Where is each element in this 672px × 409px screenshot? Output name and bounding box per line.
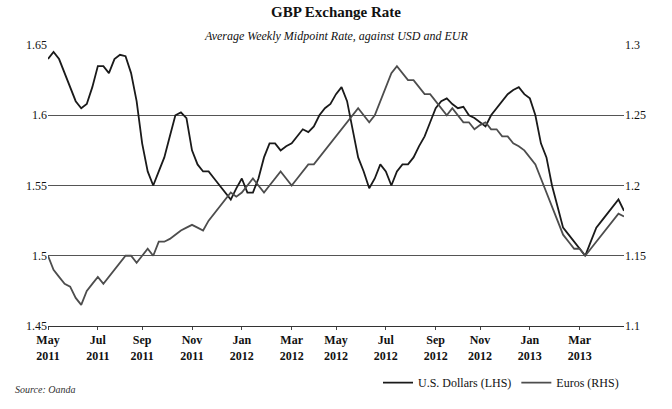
svg-text:Jan2013: Jan2013 — [518, 333, 542, 363]
svg-text:Sep2011: Sep2011 — [130, 333, 153, 363]
svg-text:1.6: 1.6 — [32, 108, 47, 122]
svg-text:Jul2012: Jul2012 — [374, 333, 398, 363]
svg-text:Jan2012: Jan2012 — [230, 333, 254, 363]
svg-text:Mar2013: Mar2013 — [568, 333, 592, 363]
svg-text:1.55: 1.55 — [26, 179, 47, 193]
svg-text:Average Weekly Midpoint Rate,: Average Weekly Midpoint Rate, against US… — [204, 29, 469, 43]
svg-text:GBP Exchange Rate: GBP Exchange Rate — [271, 4, 401, 20]
svg-text:Euros (RHS): Euros (RHS) — [556, 376, 618, 390]
svg-text:Sep2012: Sep2012 — [424, 333, 448, 363]
svg-text:Nov2011: Nov2011 — [180, 333, 203, 363]
svg-text:1.3: 1.3 — [625, 38, 640, 52]
svg-text:1.5: 1.5 — [32, 249, 47, 263]
svg-text:Jul2011: Jul2011 — [86, 333, 109, 363]
svg-text:May2011: May2011 — [36, 333, 59, 363]
svg-text:1.1: 1.1 — [625, 319, 640, 333]
svg-text:U.S. Dollars (LHS): U.S. Dollars (LHS) — [418, 376, 511, 390]
svg-text:1.15: 1.15 — [625, 249, 646, 263]
svg-text:Nov2012: Nov2012 — [468, 333, 492, 363]
svg-text:May2012: May2012 — [324, 333, 348, 363]
svg-text:1.65: 1.65 — [26, 38, 47, 52]
svg-text:Source: Oanda: Source: Oanda — [15, 384, 75, 395]
svg-text:1.25: 1.25 — [625, 108, 646, 122]
svg-text:1.45: 1.45 — [26, 319, 47, 333]
svg-text:Mar2012: Mar2012 — [280, 333, 304, 363]
svg-text:1.2: 1.2 — [625, 179, 640, 193]
